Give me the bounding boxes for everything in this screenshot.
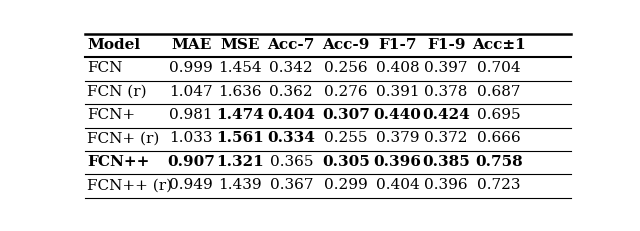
Text: 0.365: 0.365 bbox=[269, 154, 313, 168]
Text: 0.404: 0.404 bbox=[268, 108, 316, 122]
Text: 0.378: 0.378 bbox=[424, 84, 468, 98]
Text: 0.307: 0.307 bbox=[322, 108, 370, 122]
Text: FCN+: FCN+ bbox=[88, 108, 136, 122]
Text: 0.372: 0.372 bbox=[424, 131, 468, 145]
Text: 0.396: 0.396 bbox=[374, 154, 421, 168]
Text: Model: Model bbox=[88, 38, 141, 52]
Text: MSE: MSE bbox=[220, 38, 259, 52]
Text: 0.342: 0.342 bbox=[269, 61, 313, 75]
Text: 0.334: 0.334 bbox=[268, 131, 316, 145]
Text: FCN++ (r): FCN++ (r) bbox=[88, 178, 173, 191]
Text: Acc-7: Acc-7 bbox=[268, 38, 315, 52]
Text: 1.047: 1.047 bbox=[170, 84, 213, 98]
Text: F1-7: F1-7 bbox=[378, 38, 417, 52]
Text: 0.999: 0.999 bbox=[169, 61, 213, 75]
Text: Acc±1: Acc±1 bbox=[472, 38, 525, 52]
Text: 0.440: 0.440 bbox=[374, 108, 421, 122]
Text: 0.367: 0.367 bbox=[269, 178, 313, 191]
Text: F1-9: F1-9 bbox=[427, 38, 465, 52]
Text: 0.396: 0.396 bbox=[424, 178, 468, 191]
Text: 0.424: 0.424 bbox=[422, 108, 470, 122]
Text: 1.439: 1.439 bbox=[218, 178, 262, 191]
Text: 0.687: 0.687 bbox=[477, 84, 520, 98]
Text: 0.256: 0.256 bbox=[324, 61, 367, 75]
Text: 0.299: 0.299 bbox=[324, 178, 368, 191]
Text: 0.758: 0.758 bbox=[475, 154, 523, 168]
Text: FCN (r): FCN (r) bbox=[88, 84, 147, 98]
Text: Acc-9: Acc-9 bbox=[322, 38, 369, 52]
Text: 0.255: 0.255 bbox=[324, 131, 367, 145]
Text: 0.305: 0.305 bbox=[322, 154, 370, 168]
Text: 0.949: 0.949 bbox=[169, 178, 213, 191]
Text: 1.321: 1.321 bbox=[216, 154, 264, 168]
Text: 0.276: 0.276 bbox=[324, 84, 367, 98]
Text: 1.033: 1.033 bbox=[170, 131, 213, 145]
Text: 0.404: 0.404 bbox=[376, 178, 419, 191]
Text: FCN: FCN bbox=[88, 61, 123, 75]
Text: 0.379: 0.379 bbox=[376, 131, 419, 145]
Text: 0.666: 0.666 bbox=[477, 131, 521, 145]
Text: 0.362: 0.362 bbox=[269, 84, 313, 98]
Text: 1.636: 1.636 bbox=[218, 84, 262, 98]
Text: MAE: MAE bbox=[171, 38, 211, 52]
Text: 0.408: 0.408 bbox=[376, 61, 419, 75]
Text: 0.907: 0.907 bbox=[167, 154, 215, 168]
Text: 0.695: 0.695 bbox=[477, 108, 521, 122]
Text: 0.723: 0.723 bbox=[477, 178, 520, 191]
Text: 0.385: 0.385 bbox=[422, 154, 470, 168]
Text: FCN+ (r): FCN+ (r) bbox=[88, 131, 160, 145]
Text: 0.704: 0.704 bbox=[477, 61, 521, 75]
Text: 0.397: 0.397 bbox=[424, 61, 468, 75]
Text: 0.981: 0.981 bbox=[170, 108, 213, 122]
Text: FCN++: FCN++ bbox=[88, 154, 150, 168]
Text: 1.561: 1.561 bbox=[216, 131, 264, 145]
Text: 1.454: 1.454 bbox=[218, 61, 262, 75]
Text: 1.474: 1.474 bbox=[216, 108, 264, 122]
Text: 0.391: 0.391 bbox=[376, 84, 419, 98]
